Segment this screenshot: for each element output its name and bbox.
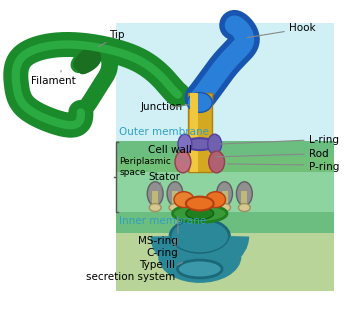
Ellipse shape [178, 134, 192, 154]
Bar [241, 191, 247, 207]
Ellipse shape [175, 151, 191, 173]
Bar [116, 23, 334, 141]
Ellipse shape [187, 93, 212, 112]
Bar [116, 23, 334, 291]
Ellipse shape [167, 182, 183, 206]
Text: Outer membrane: Outer membrane [119, 127, 210, 137]
Bar [188, 93, 212, 172]
Ellipse shape [217, 182, 232, 206]
Text: Hook: Hook [289, 23, 316, 33]
Bar [116, 157, 334, 172]
Ellipse shape [237, 182, 252, 206]
Text: MS-ring: MS-ring [138, 236, 178, 246]
Bar [152, 191, 158, 207]
Bar [222, 191, 228, 207]
Ellipse shape [238, 203, 250, 212]
Bar [190, 93, 198, 172]
Text: Junction: Junction [140, 102, 182, 112]
Ellipse shape [170, 219, 230, 254]
Bar [116, 141, 334, 157]
Ellipse shape [219, 203, 231, 212]
Ellipse shape [177, 260, 222, 278]
Text: Tip: Tip [108, 30, 124, 40]
Bar [116, 231, 334, 291]
Ellipse shape [186, 207, 214, 219]
Text: Type III
secretion system: Type III secretion system [86, 260, 175, 282]
Text: Stator: Stator [148, 172, 180, 182]
Text: C-ring: C-ring [146, 248, 178, 258]
Ellipse shape [173, 205, 227, 222]
Bar [116, 157, 334, 212]
Text: Inner membrane: Inner membrane [119, 217, 207, 227]
Text: P-ring: P-ring [309, 162, 339, 172]
Ellipse shape [186, 197, 214, 211]
Ellipse shape [174, 192, 194, 207]
Text: Rod: Rod [309, 149, 328, 159]
Ellipse shape [209, 151, 225, 173]
Ellipse shape [206, 192, 225, 207]
Text: Cell wall: Cell wall [148, 145, 192, 155]
Text: Periplasmic
space: Periplasmic space [119, 157, 172, 177]
Ellipse shape [149, 203, 161, 212]
Text: Filament: Filament [31, 76, 76, 86]
Ellipse shape [208, 134, 222, 154]
Ellipse shape [169, 203, 181, 212]
Text: L-ring: L-ring [309, 135, 339, 145]
Ellipse shape [184, 138, 216, 150]
Bar [116, 212, 334, 233]
Bar [172, 191, 178, 207]
Ellipse shape [147, 182, 163, 206]
